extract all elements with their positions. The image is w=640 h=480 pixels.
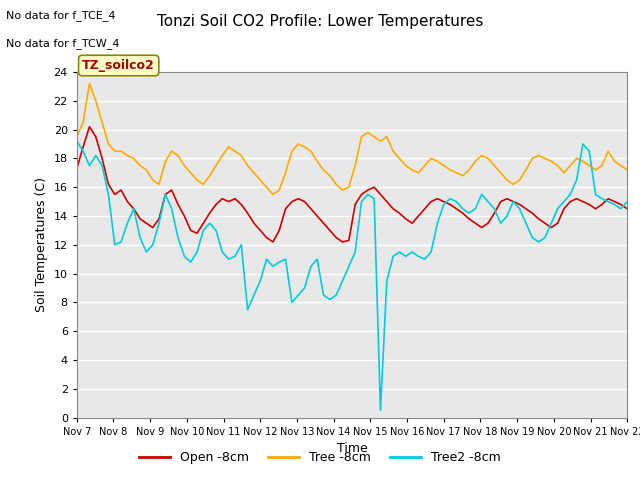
Text: TZ_soilco2: TZ_soilco2 — [83, 59, 155, 72]
Tree2 -8cm — [345, 264, 353, 269]
Open -8cm — [408, 220, 416, 226]
Tree -8cm — [623, 167, 631, 173]
Line: Tree -8cm: Tree -8cm — [77, 84, 627, 194]
Tree2 -8cm — [376, 408, 384, 413]
Tree2 -8cm — [592, 192, 600, 197]
Tree -8cm — [86, 81, 93, 86]
Open -8cm — [623, 206, 631, 212]
Text: No data for f_TCE_4: No data for f_TCE_4 — [6, 10, 116, 21]
Open -8cm — [73, 166, 81, 171]
Tree -8cm — [237, 153, 245, 158]
Open -8cm — [86, 124, 93, 130]
Open -8cm — [92, 134, 100, 140]
Text: Tonzi Soil CO2 Profile: Lower Temperatures: Tonzi Soil CO2 Profile: Lower Temperatur… — [157, 14, 483, 29]
Tree2 -8cm — [86, 163, 93, 168]
Open -8cm — [269, 239, 276, 245]
Open -8cm — [237, 202, 245, 207]
Y-axis label: Soil Temperatures (C): Soil Temperatures (C) — [35, 177, 48, 312]
Tree2 -8cm — [73, 138, 81, 144]
Open -8cm — [516, 202, 524, 207]
Tree -8cm — [269, 192, 276, 197]
Open -8cm — [231, 196, 239, 202]
Tree2 -8cm — [623, 199, 631, 204]
Line: Tree2 -8cm: Tree2 -8cm — [77, 141, 627, 410]
Open -8cm — [358, 192, 365, 197]
Line: Open -8cm: Open -8cm — [77, 127, 627, 242]
Legend: Open -8cm, Tree -8cm, Tree2 -8cm: Open -8cm, Tree -8cm, Tree2 -8cm — [134, 446, 506, 469]
X-axis label: Time: Time — [337, 442, 367, 455]
Tree -8cm — [516, 177, 524, 183]
Text: No data for f_TCW_4: No data for f_TCW_4 — [6, 38, 120, 49]
Tree -8cm — [231, 148, 239, 154]
Tree2 -8cm — [402, 253, 410, 259]
Tree2 -8cm — [231, 253, 239, 259]
Tree2 -8cm — [225, 256, 232, 262]
Tree -8cm — [408, 167, 416, 173]
Tree -8cm — [358, 134, 365, 140]
Tree -8cm — [92, 98, 100, 104]
Tree -8cm — [73, 134, 81, 140]
